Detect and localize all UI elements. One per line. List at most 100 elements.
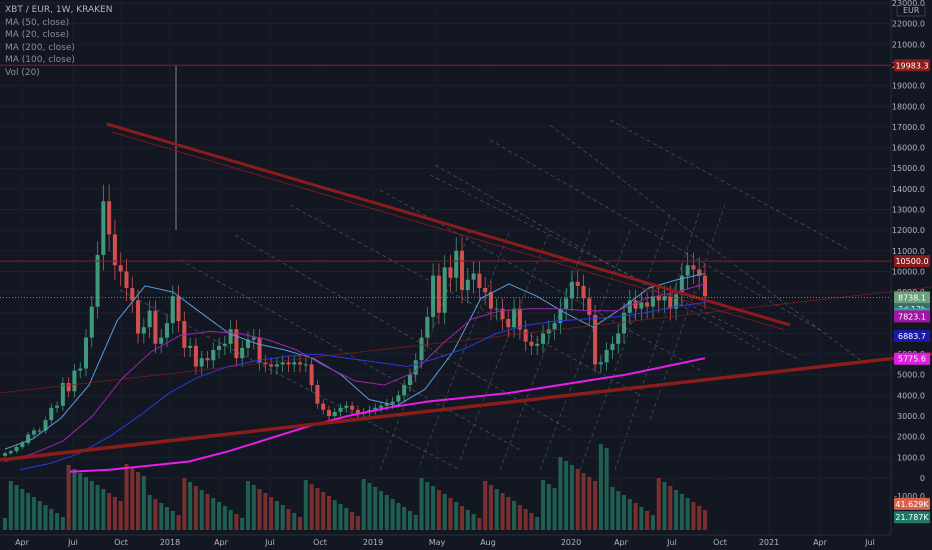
volume-bar bbox=[702, 510, 708, 530]
candle-body bbox=[500, 308, 505, 319]
volume-bar bbox=[517, 505, 522, 530]
trendline-resistance-thin bbox=[111, 131, 786, 331]
candle-body bbox=[598, 362, 603, 365]
channel-line bbox=[459, 229, 551, 461]
volume-bar bbox=[645, 511, 650, 530]
candle-body bbox=[465, 279, 470, 291]
ma-line bbox=[69, 357, 706, 473]
channel-line bbox=[234, 234, 571, 431]
candle-body bbox=[454, 250, 459, 278]
candle-body bbox=[245, 339, 250, 348]
volume-bar bbox=[315, 488, 320, 530]
volume-bar bbox=[465, 510, 470, 530]
candle-body bbox=[512, 308, 517, 328]
candle-body bbox=[159, 337, 164, 344]
currency-label: EUR bbox=[903, 6, 920, 15]
y-tick-label: 17000.0 bbox=[892, 123, 925, 132]
price-tag: 7823.1 bbox=[894, 310, 930, 323]
volume-bar bbox=[14, 485, 19, 530]
symbol-title[interactable]: XBT / EUR, 1W, KRAKEN bbox=[5, 5, 113, 15]
volume-bar bbox=[257, 489, 262, 530]
volume-bar bbox=[20, 489, 25, 530]
candle-body bbox=[442, 267, 447, 313]
volume-bar bbox=[373, 487, 378, 530]
volume-bar bbox=[685, 498, 690, 530]
volume-bar bbox=[199, 490, 204, 530]
volume-bar bbox=[141, 476, 146, 530]
indicator-ma-50[interactable]: MA (50, close) bbox=[5, 17, 70, 28]
indicator-ma-200[interactable]: MA (200, close) bbox=[5, 42, 75, 53]
candle-body bbox=[303, 364, 308, 366]
y-tick-label: 14000.0 bbox=[892, 185, 925, 194]
volume-bar bbox=[89, 481, 94, 530]
volume-bar bbox=[303, 480, 308, 530]
candle-body bbox=[662, 296, 667, 301]
candle-body bbox=[396, 395, 401, 402]
volume-bar bbox=[205, 494, 210, 530]
indicator-ma-100[interactable]: MA (100, close) bbox=[5, 55, 75, 65]
candle-body bbox=[309, 364, 314, 386]
moving-average-lines bbox=[4, 273, 706, 473]
x-tick-label: Jul bbox=[264, 538, 275, 547]
channel-line bbox=[179, 259, 521, 451]
x-tick-label: Apr bbox=[15, 538, 30, 547]
candle-body bbox=[26, 434, 31, 443]
volume-bar bbox=[627, 499, 632, 530]
volume-bar bbox=[569, 465, 574, 530]
volume-bar bbox=[483, 481, 488, 530]
volume-axis-label: -1000.0 bbox=[894, 492, 925, 501]
candle-body bbox=[436, 275, 441, 313]
indicator-ma-20[interactable]: MA (20, close) bbox=[5, 30, 70, 40]
x-tick-label: Apr bbox=[614, 538, 629, 547]
candle-body bbox=[188, 345, 193, 348]
x-tick-label: Oct bbox=[713, 538, 727, 547]
trendline-resistance bbox=[106, 122, 791, 327]
candle-body bbox=[240, 347, 245, 359]
volume-bar bbox=[188, 482, 193, 530]
time-axis: Apr Jul Oct 2018 Apr Jul Oct 2019 May Aug 2020 Apr J… bbox=[0, 534, 891, 547]
x-tick-label: Jul bbox=[666, 538, 677, 547]
volume-bar bbox=[691, 502, 696, 530]
volume-bar bbox=[280, 505, 285, 530]
chart-legend: XBT / EUR, 1W, KRAKEN MA (50, close) MA … bbox=[5, 4, 112, 79]
volume-bar bbox=[564, 461, 569, 530]
channel-line bbox=[499, 229, 591, 471]
x-tick-label: Jul bbox=[864, 538, 875, 547]
trendlines bbox=[0, 122, 932, 462]
candle-body bbox=[488, 292, 493, 309]
volume-bar bbox=[176, 515, 181, 530]
y-tick-label: 10000.0 bbox=[892, 267, 925, 276]
price-tag: 5775.6 bbox=[894, 352, 930, 365]
volume-bar bbox=[292, 513, 297, 530]
volume-bar bbox=[211, 498, 216, 530]
x-tick-label: 2018 bbox=[160, 538, 180, 547]
candle-body bbox=[610, 343, 615, 350]
candle-body bbox=[697, 269, 702, 276]
candle-body bbox=[66, 383, 71, 392]
volume-bar bbox=[338, 504, 343, 530]
y-tick-label: 23000.0 bbox=[892, 0, 925, 8]
candle-body bbox=[332, 411, 337, 417]
x-tick-label: Aug bbox=[480, 538, 496, 547]
ma-line bbox=[4, 273, 706, 450]
volume-bar bbox=[697, 506, 702, 530]
volume-bar bbox=[112, 497, 117, 530]
volume-bar bbox=[575, 469, 580, 530]
price-tag: 8738.1 bbox=[894, 291, 930, 304]
x-tick-label: May bbox=[429, 538, 446, 547]
volume-bar bbox=[633, 503, 638, 530]
candle-body bbox=[587, 298, 592, 315]
ma-line bbox=[19, 302, 706, 471]
candle-body bbox=[650, 296, 655, 307]
candle-body bbox=[425, 316, 430, 338]
volume-bar bbox=[326, 496, 331, 530]
currency-label-box[interactable] bbox=[896, 4, 926, 17]
candle-body bbox=[540, 333, 546, 344]
candle-body bbox=[2, 453, 8, 456]
candle-body bbox=[477, 273, 482, 288]
indicator-volume[interactable]: Vol (20) bbox=[5, 67, 40, 78]
candle-body bbox=[558, 308, 563, 324]
volume-bar bbox=[164, 507, 170, 530]
candle-body bbox=[419, 337, 424, 361]
